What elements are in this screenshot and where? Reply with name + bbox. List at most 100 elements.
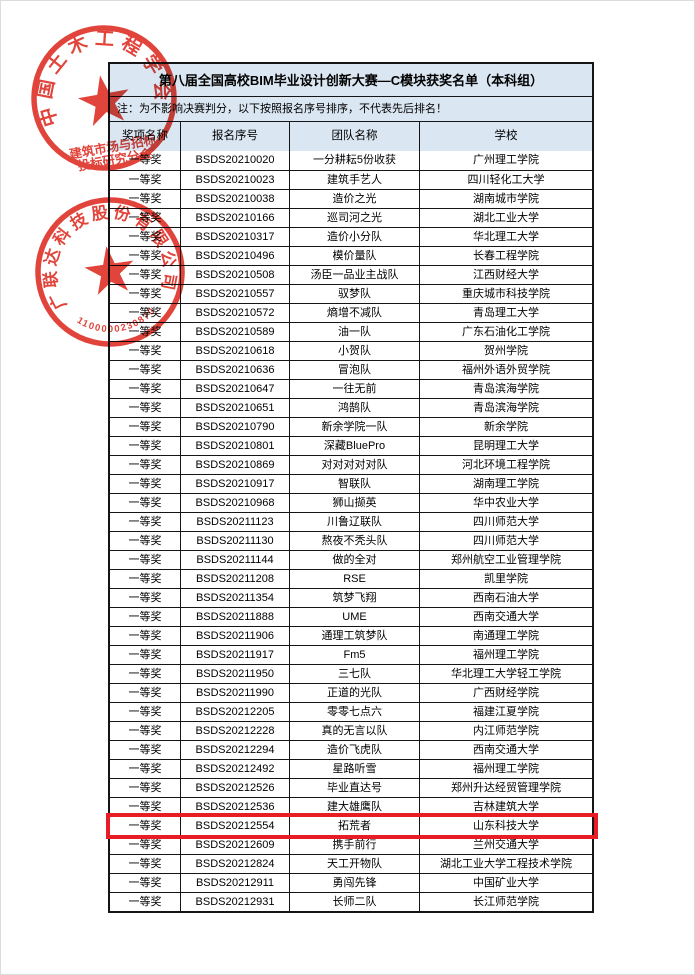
id-cell: BSDS20212609: [180, 836, 289, 854]
award-cell: 一等奖: [128, 382, 162, 395]
id-cell: BSDS20211888: [180, 608, 289, 626]
school-cell: 吉林建筑大学: [419, 798, 592, 816]
school-cell: 福州理工学院: [419, 646, 592, 664]
table-row: 一等奖 BSDS20210636 冒泡队 福州外语外贸学院: [110, 360, 592, 379]
team-cell: 驭梦队: [289, 285, 419, 303]
award-cell: 一等奖: [128, 401, 162, 414]
team-cell: 油一队: [289, 323, 419, 341]
team-cell: 造价飞虎队: [289, 741, 419, 759]
team-cell: 川鲁辽联队: [289, 513, 419, 531]
id-cell: BSDS20211123: [180, 513, 289, 531]
table-note: 注：为不影响决赛判分，以下按照报名序号排序，不代表先后排名！: [117, 102, 447, 115]
team-cell: 一往无前: [289, 380, 419, 398]
school-cell: 华中农业大学: [419, 494, 592, 512]
team-cell: 智联队: [289, 475, 419, 493]
id-cell: BSDS20210496: [180, 247, 289, 265]
award-cell: 一等奖: [128, 439, 162, 452]
table-row: 一等奖 BSDS20210589 油一队 广东石油化工学院: [110, 322, 592, 341]
award-cell: 一等奖: [128, 667, 162, 680]
table-row: 一等奖 BSDS20210166 巡司河之光 湖北工业大学: [110, 208, 592, 227]
award-cell: 一等奖: [128, 154, 162, 166]
school-cell: 四川师范大学: [419, 532, 592, 550]
school-cell: 四川轻化工大学: [419, 171, 592, 189]
award-cell: 一等奖: [128, 705, 162, 718]
team-cell: Fm5: [289, 646, 419, 664]
team-cell: 长师二队: [289, 893, 419, 911]
id-cell: BSDS20210572: [180, 304, 289, 322]
table-row: 一等奖 BSDS20211144 做的全对 郑州航空工业管理学院: [110, 550, 592, 569]
school-cell: 福州外语外贸学院: [419, 361, 592, 379]
id-cell: BSDS20212228: [180, 722, 289, 740]
team-cell: 造价之光: [289, 190, 419, 208]
school-cell: 昆明理工大学: [419, 437, 592, 455]
school-cell: 兰州交通大学: [419, 836, 592, 854]
id-cell: BSDS20210801: [180, 437, 289, 455]
team-cell: RSE: [289, 570, 419, 588]
id-cell: BSDS20210166: [180, 209, 289, 227]
award-cell: 一等奖: [128, 515, 162, 528]
team-cell: 狮山撷英: [289, 494, 419, 512]
award-cell: 一等奖: [128, 648, 162, 661]
school-cell: 广州理工学院: [419, 151, 592, 170]
table-row: 一等奖 BSDS20210508 汤臣一品业主战队 江西财经大学: [110, 265, 592, 284]
table-row: 一等奖 BSDS20210038 造价之光 湖南城市学院: [110, 189, 592, 208]
id-cell: BSDS20212931: [180, 893, 289, 911]
table-row: 一等奖 BSDS20212536 建大雄鹰队 吉林建筑大学: [110, 797, 592, 816]
school-cell: 郑州升达经贸管理学院: [419, 779, 592, 797]
award-cell: 一等奖: [128, 781, 162, 794]
id-cell: BSDS20210317: [180, 228, 289, 246]
table-row: 一等奖 BSDS20211130 熬夜不秃头队 四川师范大学: [110, 531, 592, 550]
table-row: 一等奖 BSDS20210917 智联队 湖南理工学院: [110, 474, 592, 493]
id-cell: BSDS20211144: [180, 551, 289, 569]
award-cell: 一等奖: [128, 857, 162, 870]
award-table: 第八届全国高校BIM毕业设计创新大赛—C模块获奖名单（本科组） 注：为不影响决赛…: [108, 62, 594, 913]
table-row: 一等奖 BSDS20210869 对对对对对队 河北环境工程学院: [110, 455, 592, 474]
award-cell: 一等奖: [128, 268, 162, 281]
school-cell: 南通理工学院: [419, 627, 592, 645]
team-cell: 天工开物队: [289, 855, 419, 873]
award-cell: 一等奖: [128, 819, 162, 832]
school-cell: 湖北工业大学: [419, 209, 592, 227]
team-cell: 筑梦飞翔: [289, 589, 419, 607]
id-cell: BSDS20210557: [180, 285, 289, 303]
team-cell: 汤臣一品业主战队: [289, 266, 419, 284]
table-row: 一等奖 BSDS20211888 UME 西南交通大学: [110, 607, 592, 626]
team-cell: UME: [289, 608, 419, 626]
team-cell: 毕业直达号: [289, 779, 419, 797]
table-row: 一等奖 BSDS20210790 新余学院一队 新余学院: [110, 417, 592, 436]
table-row: 一等奖 BSDS20212824 天工开物队 湖北工业大学工程技术学院: [110, 854, 592, 873]
table-row: 一等奖 BSDS20212294 造价飞虎队 西南交通大学: [110, 740, 592, 759]
table-row: 一等奖 BSDS20212554 拓荒者 山东科技大学: [110, 816, 592, 835]
team-cell: 新余学院一队: [289, 418, 419, 436]
table-row: 一等奖 BSDS20211917 Fm5 福州理工学院: [110, 645, 592, 664]
id-cell: BSDS20210790: [180, 418, 289, 436]
table-row: 一等奖 BSDS20212911 勇闯先锋 中国矿业大学: [110, 873, 592, 892]
award-cell: 一等奖: [128, 572, 162, 585]
table-row: 一等奖 BSDS20210651 鸿鹄队 青岛滨海学院: [110, 398, 592, 417]
id-cell: BSDS20212205: [180, 703, 289, 721]
school-cell: 郑州航空工业管理学院: [419, 551, 592, 569]
table-body: 一等奖 BSDS20210020 一分耕耘5份收获 广州理工学院 一等奖 BSDS2021…: [110, 151, 592, 911]
table-row: 一等奖 BSDS20210618 小贺队 贺州学院: [110, 341, 592, 360]
school-cell: 广东石油化工学院: [419, 323, 592, 341]
school-cell: 湖南城市学院: [419, 190, 592, 208]
team-cell: 模价量队: [289, 247, 419, 265]
table-row: 一等奖 BSDS20210801 深藏BluePro 昆明理工大学: [110, 436, 592, 455]
id-cell: BSDS20211354: [180, 589, 289, 607]
table-row: 一等奖 BSDS20210020 一分耕耘5份收获 广州理工学院: [110, 151, 592, 170]
team-cell: 对对对对对队: [289, 456, 419, 474]
team-cell: 鸿鹄队: [289, 399, 419, 417]
id-cell: BSDS20210589: [180, 323, 289, 341]
school-cell: 江西财经大学: [419, 266, 592, 284]
team-cell: 冒泡队: [289, 361, 419, 379]
award-cell: 一等奖: [128, 344, 162, 357]
award-cell: 一等奖: [128, 458, 162, 471]
team-cell: 通理工筑梦队: [289, 627, 419, 645]
id-cell: BSDS20211130: [180, 532, 289, 550]
table-row: 一等奖 BSDS20210557 驭梦队 重庆城市科技学院: [110, 284, 592, 303]
id-cell: BSDS20212911: [180, 874, 289, 892]
school-cell: 湖北工业大学工程技术学院: [419, 855, 592, 873]
table-row: 一等奖 BSDS20210317 造价小分队 华北理工大学: [110, 227, 592, 246]
school-cell: 华北理工大学: [419, 228, 592, 246]
award-cell: 一等奖: [128, 325, 162, 338]
